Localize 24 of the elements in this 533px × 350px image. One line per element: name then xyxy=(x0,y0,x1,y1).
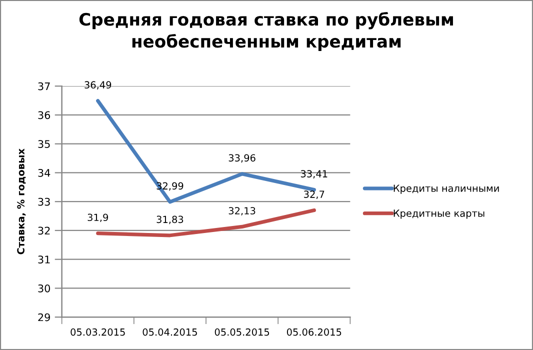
y-tick-label: 33 xyxy=(38,198,50,206)
y-tick-label: 30 xyxy=(38,284,50,292)
legend-label: Кредиты наличными xyxy=(394,184,499,194)
data-label: 32,7 xyxy=(304,190,324,199)
y-axis-title: Ставка, % годовых xyxy=(17,148,26,254)
y-tick-label: 29 xyxy=(38,313,50,322)
data-label: 32,13 xyxy=(228,207,256,216)
data-label: 33,96 xyxy=(228,154,256,163)
y-tick-label: 36 xyxy=(38,111,50,120)
y-tick-label: 31 xyxy=(38,256,50,264)
data-label: 36,49 xyxy=(84,81,112,90)
x-tick-label: 05.06.2015 xyxy=(286,328,342,336)
y-tick-label: 35 xyxy=(38,140,50,148)
data-label: 31,9 xyxy=(88,214,108,222)
chart-title: Средняя годовая ставка по рублевым необеспеченным кредитам xyxy=(79,12,453,52)
x-tick-label: 05.04.2015 xyxy=(142,328,197,336)
x-tick-label: 05.05.2015 xyxy=(214,328,270,336)
y-tick-label: 37 xyxy=(38,82,50,90)
y-tick-label: 34 xyxy=(38,168,50,177)
data-label: 33,41 xyxy=(300,170,328,178)
y-tick-label: 32 xyxy=(38,226,50,235)
legend-label: Кредитные карты xyxy=(394,210,484,219)
x-tick-label: 05.03.2015 xyxy=(70,328,125,336)
data-label: 31,83 xyxy=(156,216,184,224)
